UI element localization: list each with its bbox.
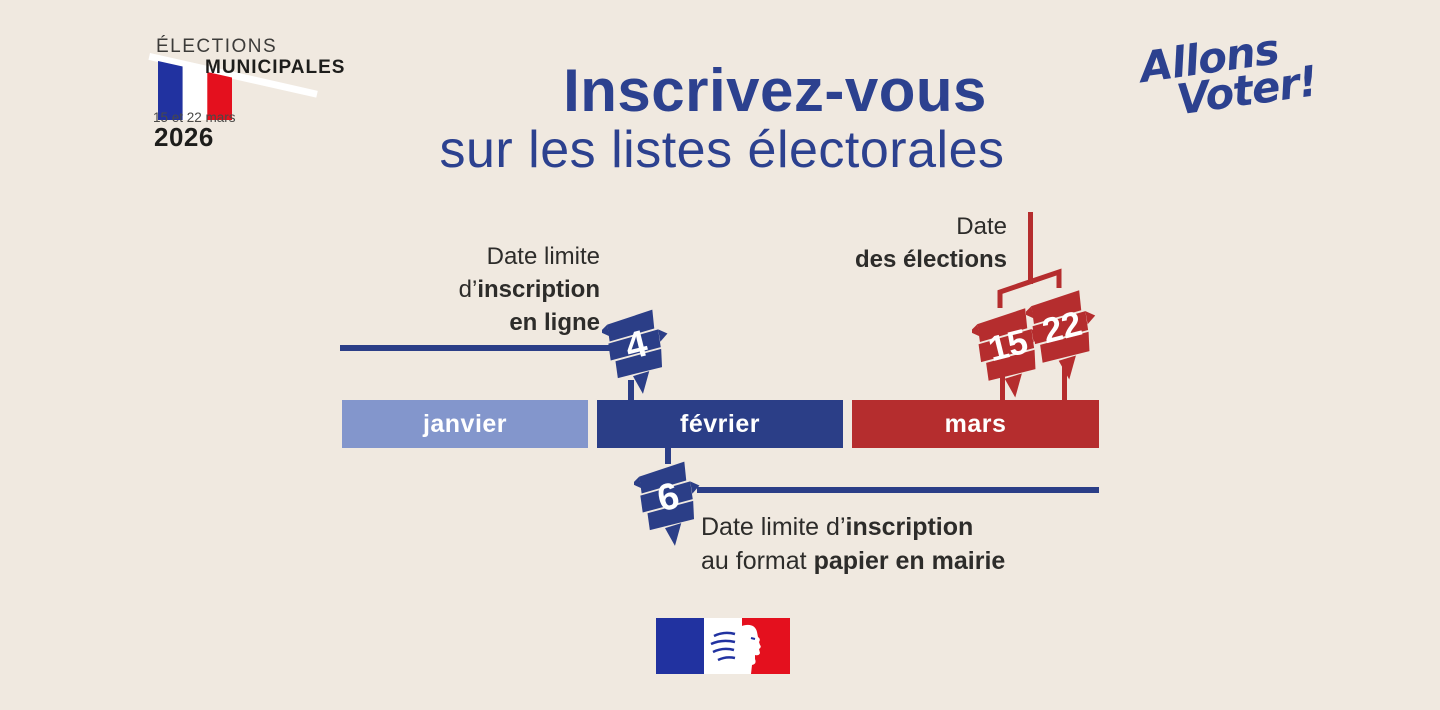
badge-day-4: 4 bbox=[602, 309, 668, 394]
badge-day-22: 22 bbox=[1026, 290, 1096, 380]
elections-date-line2: des élections bbox=[854, 246, 1007, 273]
month-label-mars: mars bbox=[944, 409, 1007, 438]
online-deadline-line1: Date limite bbox=[486, 243, 600, 270]
month-bar-janvier: janvier bbox=[342, 400, 588, 448]
month-bar-fevrier: février bbox=[597, 400, 843, 448]
paper-deadline-line2-bold: papier en mairie bbox=[813, 547, 1006, 575]
online-deadline-line2: d’inscription bbox=[300, 273, 600, 306]
badge-15-number: 15 bbox=[985, 322, 1032, 369]
elections-date-line1: Date bbox=[956, 213, 1007, 240]
elections-date-vertical-line bbox=[1028, 212, 1033, 284]
paper-deadline-line1: Date limite d’inscription bbox=[701, 510, 1121, 544]
elections-logo-line2: MUNICIPALES bbox=[205, 57, 346, 78]
paper-deadline-label: Date limite d’inscription au format papi… bbox=[701, 510, 1121, 578]
online-deadline-line2-regular: d’ bbox=[458, 276, 478, 303]
badge-day-6: 6 bbox=[634, 461, 700, 546]
paper-deadline-connector-line bbox=[697, 487, 1099, 493]
elections-logo-line1: ÉLECTIONS bbox=[156, 36, 278, 57]
paper-deadline-line1-bold: inscription bbox=[845, 513, 974, 541]
month-bar-mars: mars bbox=[852, 400, 1099, 448]
french-flag-icon bbox=[158, 61, 232, 120]
online-deadline-line2-bold: inscription bbox=[477, 276, 600, 303]
month-label-janvier: janvier bbox=[422, 409, 508, 438]
page-title-line1: Inscrivez-vous bbox=[563, 57, 987, 124]
online-deadline-line3: en ligne bbox=[509, 309, 600, 336]
page-title-line2: sur les listes électorales bbox=[439, 121, 1005, 179]
badge-22-number: 22 bbox=[1039, 304, 1086, 351]
badge-6-stem bbox=[665, 446, 671, 464]
badge-4-stem bbox=[628, 380, 634, 402]
online-deadline-connector-line bbox=[340, 345, 620, 351]
french-government-marianne-logo bbox=[656, 618, 790, 674]
online-deadline-label: Date limite d’inscription en ligne bbox=[300, 240, 600, 339]
elections-logo-dates: 15 et 22 mars bbox=[153, 110, 236, 125]
badge-22-stem bbox=[1062, 362, 1067, 402]
elections-date-bracket bbox=[997, 268, 1062, 308]
month-label-fevrier: février bbox=[680, 409, 760, 438]
paper-deadline-line2-regular: au format bbox=[701, 547, 814, 575]
paper-deadline-line1-regular: Date limite d’ bbox=[701, 513, 846, 541]
elections-date-label: Date des élections bbox=[757, 210, 1007, 276]
badge-day-15: 15 bbox=[972, 308, 1042, 398]
elections-logo-year: 2026 bbox=[154, 122, 214, 152]
paper-deadline-line2: au format papier en mairie bbox=[701, 544, 1121, 578]
badge-15-stem bbox=[1000, 372, 1005, 402]
